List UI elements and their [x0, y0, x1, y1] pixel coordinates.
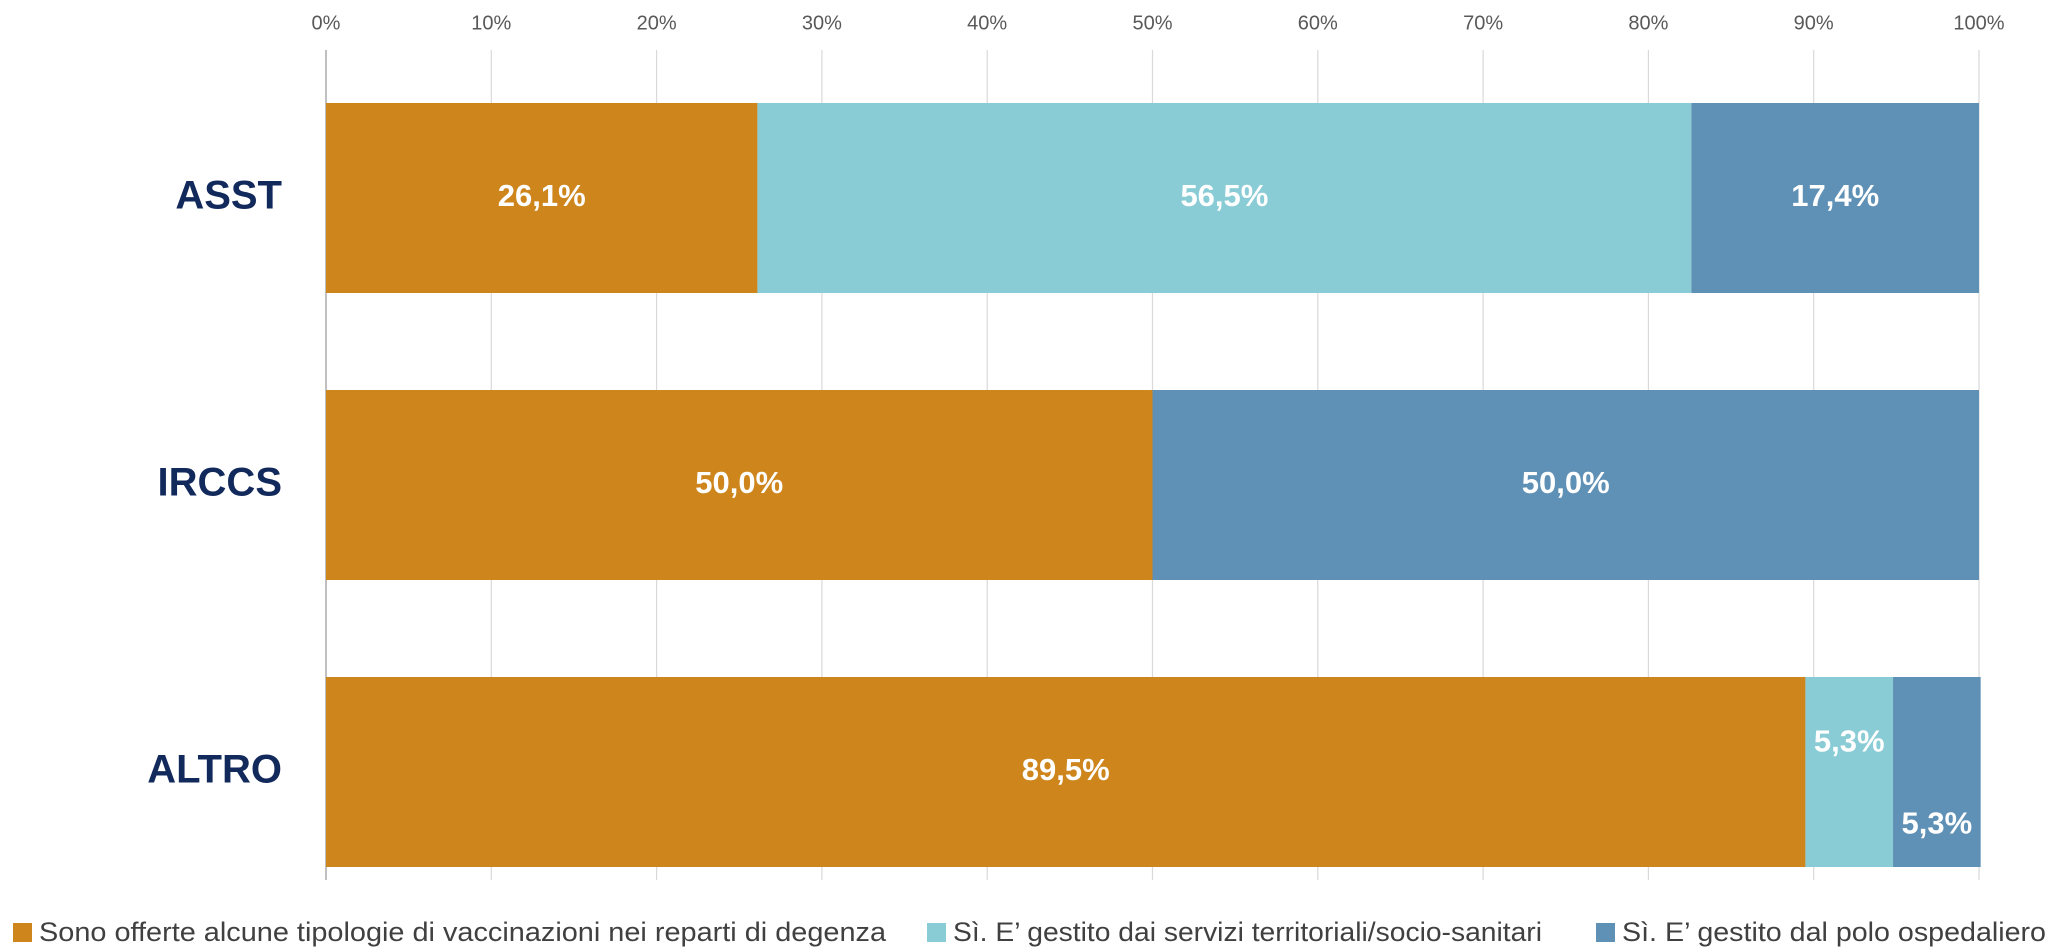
x-tick-label: 50% — [1132, 12, 1172, 34]
bar-segment — [757, 103, 1692, 293]
bar-segment — [326, 103, 758, 293]
x-tick-label: 20% — [637, 12, 677, 34]
x-tick-label: 60% — [1298, 12, 1338, 34]
legend-swatch — [13, 923, 32, 942]
x-tick-label: 70% — [1463, 12, 1503, 34]
data-label: 26,1% — [498, 178, 586, 213]
category-label: IRCCS — [158, 461, 282, 505]
data-label: 17,4% — [1791, 178, 1879, 213]
legend-label: Sì. E’ gestito dal polo ospedaliero — [1622, 917, 2046, 947]
bar-segment — [1691, 103, 1979, 293]
data-label: 56,5% — [1180, 178, 1268, 213]
bar-segment — [1805, 677, 1894, 867]
x-tick-label: 0% — [312, 12, 341, 34]
x-tick-label: 80% — [1628, 12, 1668, 34]
data-label: 50,0% — [695, 465, 783, 500]
data-label: 50,0% — [1522, 465, 1610, 500]
category-label: ASST — [175, 174, 282, 218]
x-tick-label: 40% — [967, 12, 1007, 34]
x-tick-label: 30% — [802, 12, 842, 34]
legend-swatch — [927, 923, 946, 942]
x-tick-label: 90% — [1794, 12, 1834, 34]
data-label: 89,5% — [1022, 752, 1110, 787]
legend-label: Sì. E’ gestito dai servizi territoriali/… — [953, 917, 1542, 947]
legend-label: Sono offerte alcune tipologie di vaccina… — [39, 917, 887, 947]
x-tick-label: 100% — [1953, 12, 2004, 34]
bar-segment — [1152, 390, 1979, 580]
legend-swatch — [1596, 923, 1615, 942]
data-label: 5,3% — [1902, 805, 1973, 840]
bar-segment — [326, 390, 1153, 580]
data-label: 5,3% — [1814, 724, 1885, 759]
x-tick-label: 10% — [471, 12, 511, 34]
bar-segment — [1893, 677, 1981, 867]
category-label: ALTRO — [147, 748, 282, 792]
bar-segment — [326, 677, 1806, 867]
